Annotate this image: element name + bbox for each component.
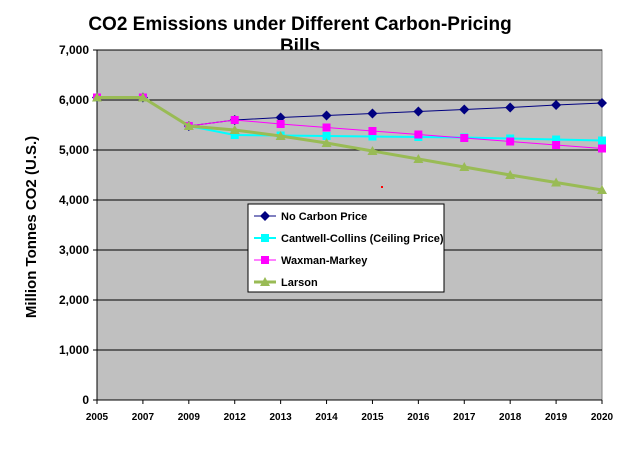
y-axis-label: Million Tonnes CO2 (U.S.) xyxy=(23,136,40,318)
data-point xyxy=(413,154,424,163)
data-point xyxy=(92,92,102,102)
chart-title-line-1: CO2 Emissions under Different Carbon-Pri… xyxy=(88,14,511,35)
y-tick-label: 3,000 xyxy=(59,243,89,257)
x-tick-label: 2016 xyxy=(407,412,430,423)
y-tick-label: 1,000 xyxy=(59,343,89,357)
data-point xyxy=(414,130,423,139)
legend-label: Waxman-Markey xyxy=(281,255,368,267)
x-tick-label: 2013 xyxy=(270,412,293,423)
x-tick-label: 2015 xyxy=(361,412,384,423)
data-point xyxy=(551,100,562,110)
data-point xyxy=(505,170,516,179)
x-tick-label: 2012 xyxy=(224,412,247,423)
x-tick-label: 2018 xyxy=(499,412,522,423)
data-point xyxy=(413,106,424,117)
data-point xyxy=(460,134,469,142)
data-point xyxy=(598,144,606,153)
y-tick-label: 4,000 xyxy=(59,193,89,207)
x-tick-label: 2014 xyxy=(315,412,338,423)
data-point xyxy=(552,135,561,144)
x-tick-label: 2005 xyxy=(86,412,109,423)
y-tick-label: 5,000 xyxy=(59,143,89,157)
x-tick-label: 2019 xyxy=(545,412,568,423)
data-point xyxy=(183,121,194,130)
series-3 xyxy=(92,92,607,194)
legend-marker xyxy=(261,234,269,242)
data-point xyxy=(321,110,332,121)
data-point xyxy=(321,138,332,147)
x-tick-label: 2017 xyxy=(453,412,476,423)
y-tick-label: 7,000 xyxy=(59,43,89,57)
data-point xyxy=(230,116,239,124)
x-tick-label: 2020 xyxy=(591,412,614,423)
x-tick-label: 2009 xyxy=(178,412,201,423)
data-point xyxy=(551,177,562,187)
data-point xyxy=(367,146,378,155)
x-tick-label: 2007 xyxy=(132,412,155,423)
data-point xyxy=(368,132,377,141)
legend-label: No Carbon Price xyxy=(281,211,367,223)
data-point xyxy=(276,120,285,128)
data-point xyxy=(229,125,240,134)
legend-marker xyxy=(260,277,270,286)
data-point xyxy=(322,123,331,132)
data-point xyxy=(459,104,470,115)
data-point xyxy=(367,108,378,119)
data-point xyxy=(368,127,377,135)
data-point xyxy=(459,162,470,171)
legend-box xyxy=(247,203,445,293)
data-point xyxy=(597,98,607,108)
data-point xyxy=(322,132,331,140)
x-axis-ticks: 2005 2007 2009 2012 2013 2014 2015 2016 2017 2018… xyxy=(86,50,614,423)
y-tick-label: 6,000 xyxy=(59,93,89,107)
series-line xyxy=(97,96,603,192)
data-point xyxy=(506,137,515,146)
data-point xyxy=(505,102,516,113)
data-point xyxy=(275,131,286,140)
legend-label: Larson xyxy=(281,277,318,289)
data-point xyxy=(552,141,561,149)
series-group xyxy=(92,92,607,194)
legend-marker xyxy=(260,211,270,221)
legend: No Carbon Price Cantwell-Collins (Ceiling… xyxy=(247,203,445,293)
y-axis-ticks: 0 1,000 2,000 3,000 4,000 5,000 6,000 7,000 xyxy=(59,43,97,407)
legend-marker xyxy=(261,256,269,264)
data-point xyxy=(137,92,148,102)
data-point xyxy=(598,136,606,145)
stray-dot xyxy=(381,186,383,188)
y-tick-label: 2,000 xyxy=(59,293,89,307)
data-point xyxy=(597,185,607,194)
y-tick-label: 0 xyxy=(82,393,89,407)
data-point xyxy=(230,131,239,139)
legend-label: Cantwell-Collins (Ceiling Price) xyxy=(281,233,444,245)
